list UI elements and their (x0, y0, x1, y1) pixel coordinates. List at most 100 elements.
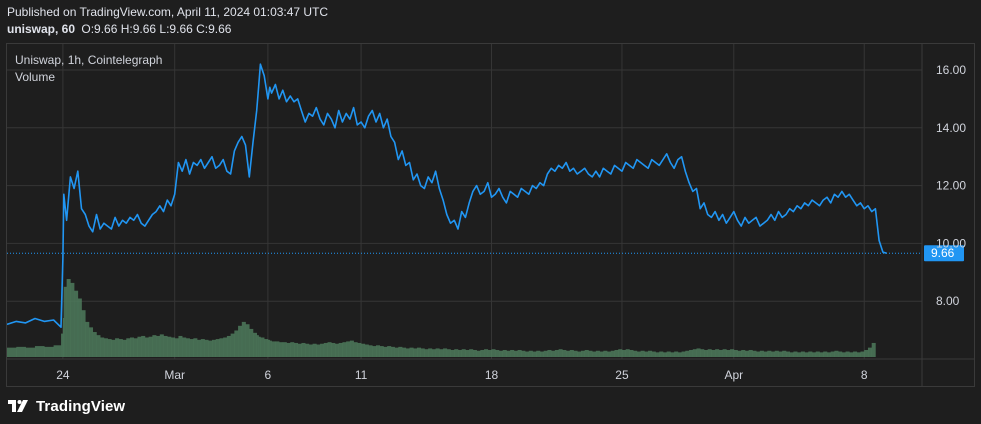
volume-bar (815, 351, 820, 357)
volume-bar (431, 349, 436, 357)
x-tick-label: 6 (265, 368, 272, 382)
volume-bar (126, 338, 131, 357)
volume-bar (569, 349, 574, 357)
volume-bar (607, 351, 612, 357)
x-tick-label: 18 (485, 368, 499, 382)
volume-bar (845, 351, 850, 357)
volume-bar (513, 350, 518, 357)
volume-bar (167, 336, 172, 357)
volume-bar (77, 298, 82, 357)
volume-bar (245, 324, 250, 357)
volume-bar (122, 339, 127, 357)
volume-bar (178, 335, 183, 357)
volume-bar (577, 351, 582, 357)
volume-bar (700, 349, 705, 357)
volume-bar (88, 327, 94, 357)
x-tick-label: 8 (861, 368, 868, 382)
volume-bar (625, 349, 630, 357)
volume-bar (785, 351, 790, 357)
volume-bar (297, 343, 302, 357)
volume-bar (316, 344, 321, 357)
volume-bar (767, 350, 772, 357)
volume-bar (752, 350, 757, 357)
volume-bar (543, 350, 548, 357)
volume-bar (7, 347, 17, 357)
volume-legend-label: Volume (15, 70, 56, 84)
volume-bar (61, 333, 64, 357)
volume-bar (450, 349, 455, 357)
volume-bar (793, 351, 798, 357)
volume-bar (189, 339, 194, 357)
chart-panel[interactable]: 9.66 16.00 14.00 12.00 10.00 8.00 24 Mar 6 11 18… (6, 43, 975, 387)
volume-bar (826, 352, 831, 357)
volume-bar (409, 347, 414, 357)
volume-bar (554, 349, 559, 357)
volume-bar (204, 339, 209, 357)
volume-bar (774, 350, 779, 357)
volume-bar (25, 347, 36, 357)
tradingview-logo-icon (8, 400, 28, 412)
volume-bar (182, 337, 187, 357)
volume-bar (465, 349, 470, 357)
volume-bar (279, 342, 284, 357)
volume-bar (741, 349, 746, 357)
volume-bar (107, 339, 112, 357)
volume-bar (338, 342, 343, 357)
volume-bar (148, 336, 153, 357)
volume-bar (566, 350, 571, 357)
volume-bar (495, 349, 500, 357)
volume-bar (327, 342, 332, 357)
volume-bar (588, 350, 593, 357)
volume-bar (226, 335, 231, 357)
x-axis: 24 Mar 6 11 18 25 Apr 8 (56, 368, 868, 382)
last-price-line: 9.66 (7, 245, 964, 262)
volume-bar (599, 351, 604, 357)
volume-bar (390, 346, 395, 357)
price-chart[interactable]: 9.66 16.00 14.00 12.00 10.00 8.00 24 Mar 6 11 18… (7, 44, 974, 386)
volume-bar (260, 337, 265, 357)
volume-bar (502, 349, 507, 357)
volume-bar (692, 349, 697, 357)
volume-bar (249, 328, 254, 357)
volume-bar (532, 351, 537, 357)
volume-bar (197, 339, 202, 357)
volume-bar (800, 351, 805, 357)
volume-bar (364, 344, 369, 357)
volume-bar (258, 336, 261, 357)
volume-bar (621, 349, 626, 357)
volume-bar (487, 349, 492, 357)
volume-bar (100, 337, 105, 357)
volume-bar (808, 351, 813, 357)
volume-bar (223, 337, 228, 357)
last-price-label: 9.66 (931, 246, 955, 260)
volume-bar (476, 350, 481, 357)
volume-bar (238, 325, 243, 357)
volume-bar (290, 342, 295, 357)
tradingview-logo[interactable]: TradingView (8, 397, 125, 415)
x-tick-label: 11 (355, 368, 368, 382)
volume-bar (662, 352, 667, 357)
volume-bar (744, 350, 749, 357)
volume-bar (778, 351, 783, 357)
volume-bar (685, 350, 690, 357)
volume-bar (275, 341, 280, 357)
volume-bar (703, 349, 708, 357)
volume-bar (689, 349, 694, 357)
volume-bar (62, 318, 65, 357)
volume-bar (771, 351, 776, 357)
y-tick-label: 12.00 (936, 179, 966, 193)
volume-bar (819, 352, 824, 357)
volume-bar (129, 337, 135, 357)
volume-bar (241, 321, 246, 357)
volume-bar (398, 346, 403, 357)
volume-bar (111, 339, 116, 357)
volume-bar (472, 349, 477, 357)
volume-bar (424, 349, 429, 357)
volume-bar (592, 351, 597, 357)
volume-bar (838, 351, 843, 357)
volume-bar (163, 335, 168, 357)
volume-bar (484, 349, 489, 357)
volume-bar (416, 347, 422, 357)
x-tick-label: Mar (164, 368, 185, 382)
volume-bar (312, 343, 317, 357)
